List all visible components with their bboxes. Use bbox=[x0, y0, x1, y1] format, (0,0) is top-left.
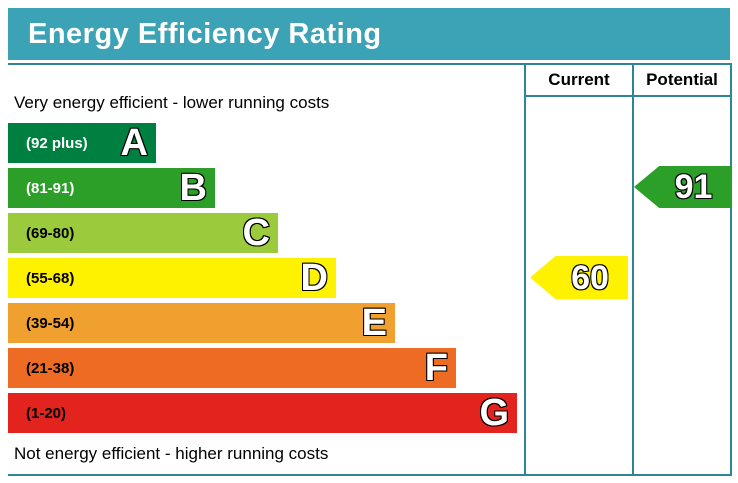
band-range-label: (69-80) bbox=[26, 224, 75, 242]
band-letter: G bbox=[478, 392, 510, 434]
column-header-current: Current bbox=[548, 70, 610, 89]
band-e: (39-54) E bbox=[8, 302, 395, 344]
potential-rating-marker: 91 bbox=[634, 166, 731, 208]
table-bottom-border bbox=[8, 474, 732, 476]
band-letter: B bbox=[179, 167, 208, 209]
band-letter: D bbox=[300, 257, 329, 299]
band-f: (21-38) F bbox=[8, 347, 456, 389]
band-letter: F bbox=[424, 347, 449, 389]
band-a: (92 plus) A bbox=[8, 122, 156, 164]
title-bar: Energy Efficiency Rating bbox=[8, 8, 730, 60]
chart-title: Energy Efficiency Rating bbox=[28, 17, 382, 50]
column-header-potential: Potential bbox=[646, 70, 718, 89]
band-g: (1-20) G bbox=[8, 392, 517, 434]
band-letter: C bbox=[242, 212, 271, 254]
band-d: (55-68) D bbox=[8, 257, 336, 299]
current-column-divider bbox=[524, 63, 526, 476]
table-right-border bbox=[730, 63, 732, 476]
band-range-label: (55-68) bbox=[26, 269, 75, 287]
band-letter: E bbox=[361, 302, 388, 344]
table-top-border bbox=[8, 63, 732, 65]
band-c: (69-80) C bbox=[8, 212, 278, 254]
band-letter: A bbox=[120, 122, 149, 164]
band-range-label: (39-54) bbox=[26, 314, 75, 332]
current-rating-marker: 60 bbox=[530, 256, 628, 299]
band-range-label: (81-91) bbox=[26, 179, 75, 197]
current-rating-value: 60 bbox=[570, 258, 610, 298]
band-range-label: (1-20) bbox=[26, 404, 67, 422]
header-underline bbox=[524, 95, 732, 97]
caption-not-efficient: Not energy efficient - higher running co… bbox=[14, 444, 329, 463]
caption-very-efficient: Very energy efficient - lower running co… bbox=[14, 93, 330, 112]
potential-column-divider bbox=[632, 63, 634, 476]
band-b: (81-91) B bbox=[8, 167, 215, 209]
band-range-label: (21-38) bbox=[26, 359, 75, 377]
potential-rating-value: 91 bbox=[674, 167, 714, 207]
band-range-label: (92 plus) bbox=[26, 134, 88, 152]
band-list: (92 plus) A (81-91) B (69-80) C (55-68) … bbox=[8, 122, 517, 434]
